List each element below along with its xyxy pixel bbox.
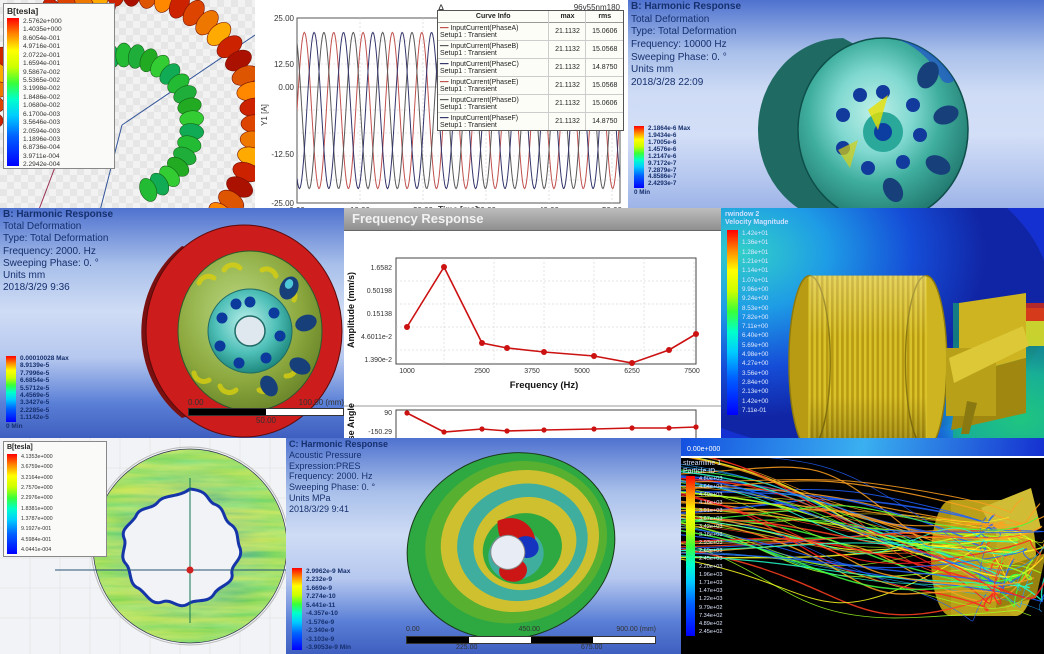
svg-text:4.6011e-2: 4.6011e-2 <box>361 334 392 341</box>
svg-text:2500: 2500 <box>474 368 490 375</box>
svg-text:Phase Angle: Phase Angle <box>346 403 356 438</box>
svg-text:Velocity Magnitude: Velocity Magnitude <box>725 219 789 226</box>
svg-text:25.00: 25.00 <box>274 14 295 23</box>
svg-text:Y1 [A]: Y1 [A] <box>260 104 269 126</box>
svg-text:-12.50: -12.50 <box>271 150 294 159</box>
svg-text:Frequency (Hz): Frequency (Hz) <box>510 380 579 391</box>
svg-text:12.50: 12.50 <box>274 60 295 69</box>
svg-text:1.6582: 1.6582 <box>371 265 393 272</box>
svg-text:Amplitude (mm/s): Amplitude (mm/s) <box>346 272 356 348</box>
svg-text:1000: 1000 <box>399 368 415 375</box>
svg-text:7500: 7500 <box>684 368 700 375</box>
svg-text:6250: 6250 <box>624 368 640 375</box>
svg-text:1.390e-2: 1.390e-2 <box>364 357 392 364</box>
svg-text:3750: 3750 <box>524 368 540 375</box>
svg-text:90: 90 <box>384 410 392 417</box>
svg-text:-150.29: -150.29 <box>368 429 392 436</box>
svg-text:0.50198: 0.50198 <box>367 288 392 295</box>
svg-text:0.15138: 0.15138 <box>367 311 392 318</box>
svg-text:0.00: 0.00 <box>278 83 294 92</box>
svg-text:rwindow 2: rwindow 2 <box>725 211 759 218</box>
svg-text:5000: 5000 <box>574 368 590 375</box>
